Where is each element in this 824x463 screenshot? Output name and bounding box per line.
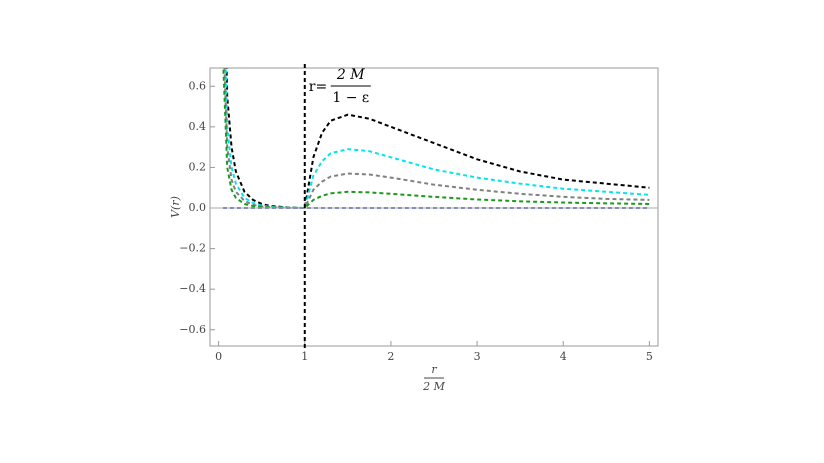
series-line bbox=[222, 68, 650, 210]
x-tick-label: 4 bbox=[560, 350, 567, 363]
x-tick-label: 5 bbox=[646, 350, 653, 363]
series-line bbox=[224, 68, 650, 210]
y-tick-label: 0.4 bbox=[189, 120, 207, 133]
plot-frame bbox=[209, 67, 659, 347]
y-tick-label: −0.6 bbox=[179, 323, 206, 336]
plot-area bbox=[222, 68, 650, 210]
x-label-denominator: 2 M bbox=[422, 380, 445, 393]
y-tick-label: −0.2 bbox=[179, 242, 206, 255]
y-tick-label: 0.2 bbox=[189, 160, 207, 173]
annotation-numerator: 2 M bbox=[336, 67, 365, 83]
series-line bbox=[223, 68, 650, 210]
x-tick-label: 3 bbox=[474, 350, 481, 363]
series-line bbox=[225, 68, 650, 210]
x-tick-label: 1 bbox=[301, 350, 308, 363]
y-tick-label: −0.4 bbox=[179, 282, 206, 295]
y-tick-label: 0.0 bbox=[189, 201, 207, 214]
x-label-numerator: r bbox=[431, 363, 437, 376]
x-tick-label: 0 bbox=[215, 350, 222, 363]
y-tick-label: 0.6 bbox=[189, 79, 207, 92]
y-axis-label: V(r) bbox=[169, 196, 182, 218]
annotation-prefix: r= bbox=[309, 79, 327, 95]
x-tick-label: 2 bbox=[387, 350, 394, 363]
annotation-denominator: 1 − ε bbox=[332, 90, 369, 106]
